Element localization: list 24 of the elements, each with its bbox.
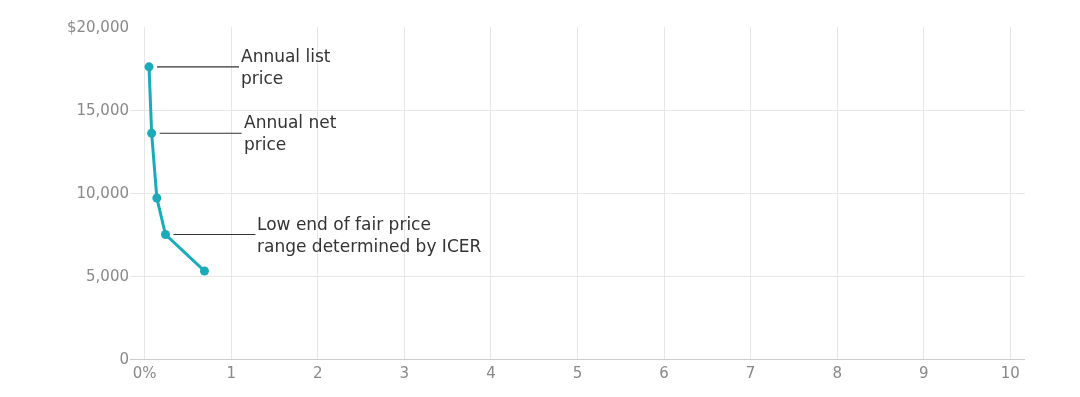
point — [199, 266, 209, 276]
x-tick-label: 3 — [399, 364, 410, 382]
x-tick-label: 7 — [745, 364, 756, 382]
x-tick-label: 0% — [132, 364, 157, 382]
x-tick-label: 9 — [918, 364, 929, 382]
x-tick-label: 6 — [659, 364, 669, 382]
x-tick-label: 8 — [832, 364, 842, 382]
y-tick-label: 15,000 — [76, 101, 129, 120]
annotation: Low end of fair price range determined by ICER — [257, 214, 482, 257]
annotation: Annual list price — [241, 46, 331, 89]
x-tick-label: 4 — [486, 364, 496, 382]
x-tick-label: 2 — [313, 364, 323, 382]
y-tick-label: 10,000 — [76, 184, 129, 203]
y-tick-label: 0 — [119, 350, 129, 369]
point — [147, 128, 157, 138]
x-tick-label: 5 — [572, 364, 583, 382]
y-tick-label: $20,000 — [66, 18, 129, 37]
point — [144, 62, 154, 72]
point — [160, 230, 170, 239]
annotation: Annual net price — [244, 112, 337, 155]
x-tick-label: 10 — [1000, 364, 1020, 382]
point — [152, 193, 162, 203]
x-tick-label: 1 — [226, 364, 237, 382]
y-tick-label: 5,000 — [86, 267, 129, 286]
